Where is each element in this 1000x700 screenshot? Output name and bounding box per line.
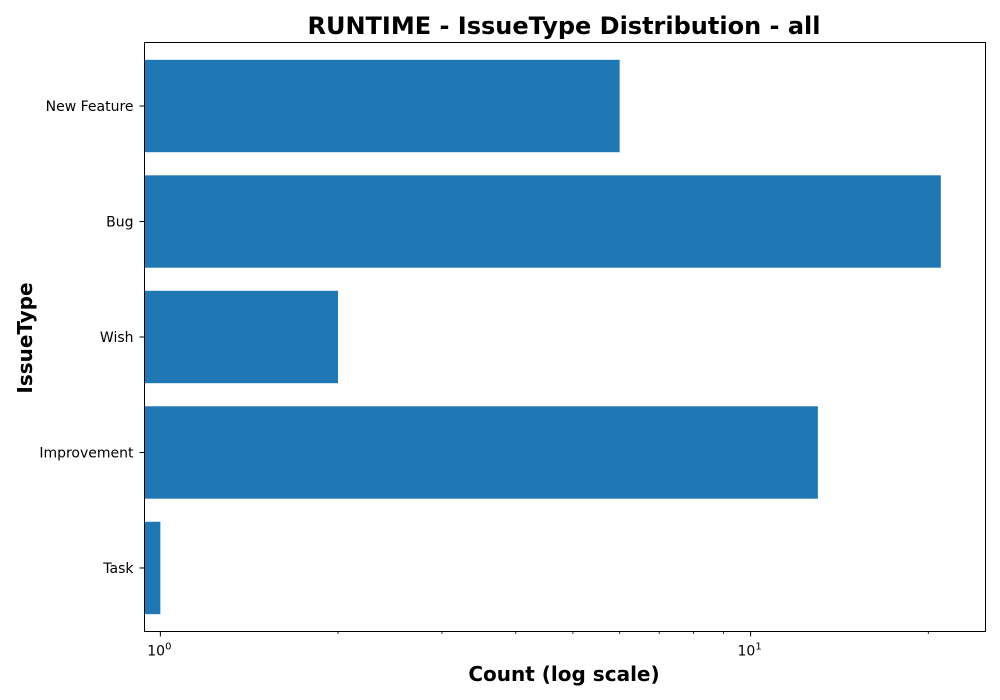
x-tick-label-10-0: 100 bbox=[147, 642, 171, 660]
bar-new-feature bbox=[144, 59, 620, 153]
bar-task bbox=[144, 521, 161, 615]
x-tick-label-exponent: 1 bbox=[755, 642, 761, 653]
chart-title: RUNTIME - IssueType Distribution - all bbox=[308, 12, 821, 40]
x-tick-label-exponent: 0 bbox=[165, 642, 171, 653]
bar-bug bbox=[144, 175, 941, 268]
y-tick-label-new-feature: New Feature bbox=[46, 99, 134, 115]
x-axis-label: Count (log scale) bbox=[468, 662, 659, 686]
y-axis-ticks: New Feature Bug Wish Improvement Task bbox=[39, 99, 145, 577]
bar-improvement bbox=[144, 406, 818, 499]
x-tick-label-base: 10 bbox=[147, 644, 165, 660]
bar-wish bbox=[144, 290, 339, 384]
x-tick-label-base: 10 bbox=[738, 644, 756, 660]
y-tick-label-bug: Bug bbox=[106, 215, 133, 231]
bars-group bbox=[144, 59, 941, 615]
y-tick-label-improvement: Improvement bbox=[39, 445, 134, 461]
y-tick-label-task: Task bbox=[102, 561, 134, 577]
y-tick-label-wish: Wish bbox=[100, 330, 134, 346]
y-axis-label: IssueType bbox=[13, 282, 37, 393]
x-tick-label-10-1: 101 bbox=[738, 642, 762, 660]
x-axis-ticks: 100 101 bbox=[147, 631, 929, 660]
